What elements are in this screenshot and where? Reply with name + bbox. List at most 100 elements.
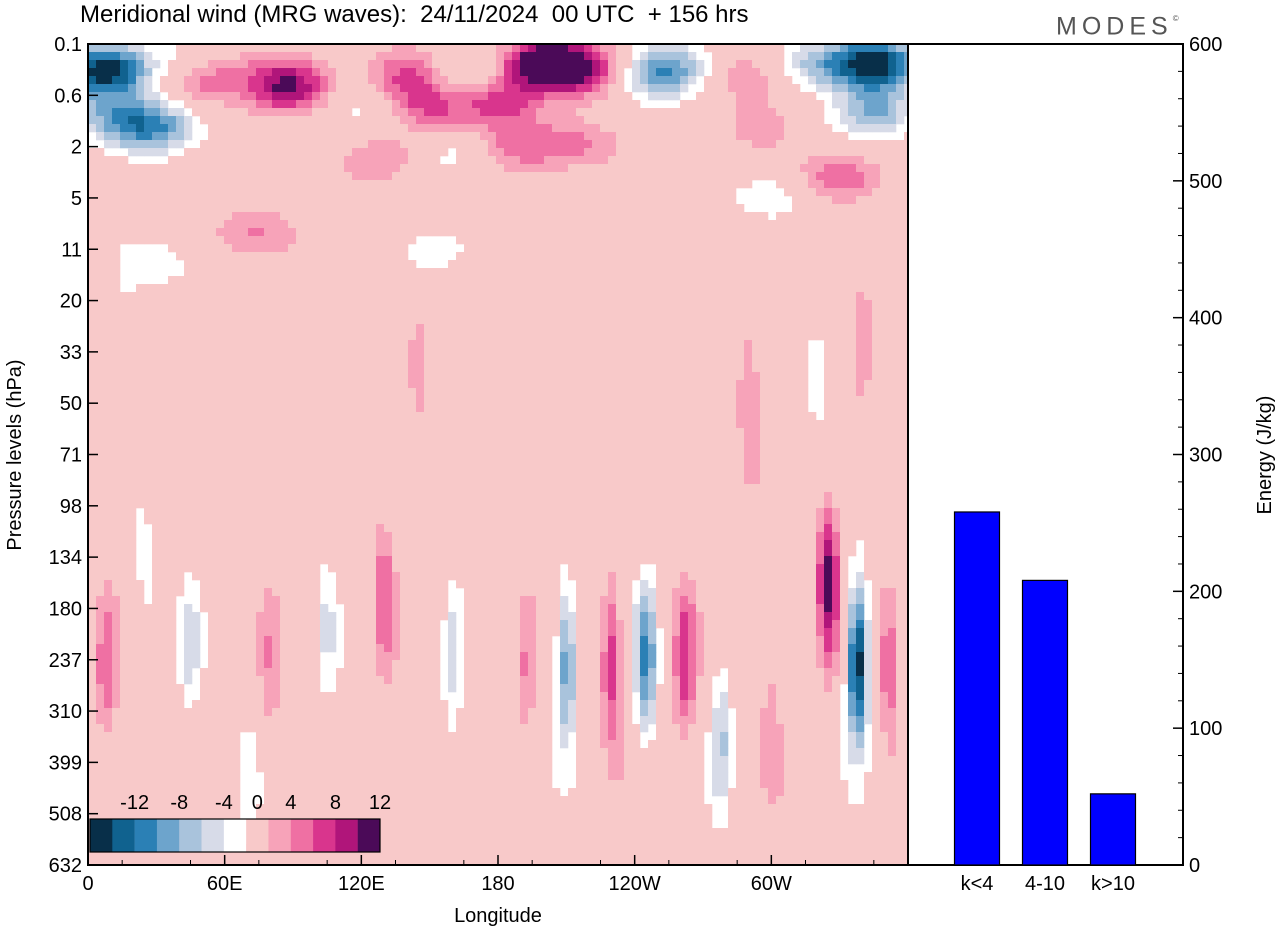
heatmap-cell: [472, 100, 481, 109]
heatmap-cell: [408, 396, 417, 405]
heatmap-cell: [552, 420, 561, 429]
heatmap-cell: [208, 188, 217, 197]
heatmap-cell: [144, 140, 153, 149]
heatmap-cell: [344, 108, 353, 117]
heatmap-cell: [280, 228, 289, 237]
heatmap-cell: [448, 44, 457, 53]
heatmap-cell: [248, 308, 257, 317]
heatmap-cell: [744, 364, 753, 373]
heatmap-cell: [360, 340, 369, 349]
heatmap-cell: [288, 220, 297, 229]
heatmap-cell: [768, 140, 777, 149]
heatmap-cell: [736, 148, 745, 157]
heatmap-cell: [768, 68, 777, 77]
heatmap-cell: [136, 84, 145, 93]
heatmap-cell: [88, 52, 97, 61]
heatmap-cell: [408, 340, 417, 349]
heatmap-cell: [392, 284, 401, 293]
heatmap-cell: [344, 356, 353, 365]
heatmap-cell: [112, 124, 121, 133]
heatmap-cell: [344, 228, 353, 237]
heatmap-cell: [880, 316, 889, 325]
heatmap-cell: [248, 236, 257, 245]
heatmap-cell: [272, 292, 281, 301]
heatmap-cell: [472, 212, 481, 221]
heatmap-cell: [312, 380, 321, 389]
heatmap-cell: [896, 244, 905, 253]
heatmap-cell: [832, 292, 841, 301]
heatmap-cell: [696, 324, 705, 333]
heatmap-cell: [376, 268, 385, 277]
heatmap-cell: [192, 156, 201, 165]
heatmap-cell: [512, 68, 521, 77]
heatmap-cell: [712, 124, 721, 133]
heatmap-cell: [360, 164, 369, 173]
heatmap-cell: [232, 132, 241, 141]
heatmap-cell: [472, 420, 481, 429]
heatmap-cell: [176, 212, 185, 221]
heatmap-cell: [504, 52, 513, 61]
heatmap-cell: [624, 60, 633, 69]
heatmap-cell: [96, 332, 105, 341]
heatmap-cell: [248, 404, 257, 413]
heatmap-cell: [464, 340, 473, 349]
heatmap-cell: [352, 300, 361, 309]
heatmap-cell: [600, 356, 609, 365]
heatmap-cell: [848, 220, 857, 229]
heatmap-cell: [584, 364, 593, 373]
heatmap-cell: [656, 252, 665, 261]
heatmap-cell: [496, 284, 505, 293]
heatmap-cell: [208, 52, 217, 61]
heatmap-cell: [112, 356, 121, 365]
heatmap-cell: [264, 60, 273, 69]
heatmap-cell: [280, 260, 289, 269]
heatmap-cell: [864, 76, 873, 85]
heatmap-cell: [256, 156, 265, 165]
heatmap-cell: [408, 316, 417, 325]
heatmap-cell: [520, 212, 529, 221]
heatmap-cell: [208, 308, 217, 317]
heatmap-cell: [520, 260, 529, 269]
heatmap-cell: [608, 132, 617, 141]
heatmap-cell: [480, 116, 489, 125]
heatmap-cell: [712, 220, 721, 229]
heatmap-cell: [808, 164, 817, 173]
heatmap-cell: [568, 220, 577, 229]
heatmap-cell: [200, 228, 209, 237]
heatmap-cell: [680, 252, 689, 261]
heatmap-cell: [560, 60, 569, 69]
heatmap-cell: [280, 332, 289, 341]
heatmap-cell: [816, 116, 825, 125]
heatmap-cell: [584, 228, 593, 237]
heatmap-cell: [520, 228, 529, 237]
heatmap-cell: [184, 276, 193, 285]
heatmap-cell: [624, 292, 633, 301]
heatmap-cell: [256, 60, 265, 69]
heatmap-cell: [728, 108, 737, 117]
heatmap-cell: [344, 428, 353, 437]
heatmap-cell: [696, 340, 705, 349]
heatmap-cell: [368, 404, 377, 413]
heatmap-cell: [880, 180, 889, 189]
heatmap-cell: [816, 268, 825, 277]
heatmap-cell: [808, 156, 817, 165]
heatmap-cell: [664, 44, 673, 53]
heatmap-cell: [688, 140, 697, 149]
heatmap-cell: [888, 164, 897, 173]
heatmap-cell: [216, 340, 225, 349]
heatmap-cell: [216, 428, 225, 437]
heatmap-cell: [208, 324, 217, 333]
heatmap-cell: [592, 44, 601, 53]
heatmap-cell: [392, 420, 401, 429]
heatmap-cell: [760, 108, 769, 117]
heatmap-cell: [456, 220, 465, 229]
heatmap-cell: [728, 180, 737, 189]
heatmap-cell: [648, 324, 657, 333]
heatmap-cell: [560, 324, 569, 333]
heatmap-cell: [328, 76, 337, 85]
heatmap-cell: [464, 60, 473, 69]
heatmap-cell: [416, 404, 425, 413]
heatmap-cell: [736, 84, 745, 93]
heatmap-cell: [248, 196, 257, 205]
heatmap-cell: [408, 412, 417, 421]
